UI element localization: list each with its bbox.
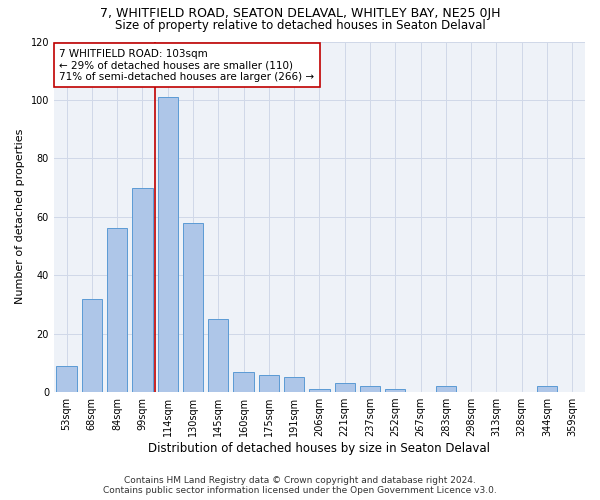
Bar [385,389,406,392]
Bar [158,97,178,392]
Bar [259,374,279,392]
Bar [133,188,152,392]
Bar [436,386,456,392]
Bar [107,228,127,392]
Bar [82,298,102,392]
Bar [233,372,254,392]
Bar [284,378,304,392]
Bar [56,366,77,392]
Text: Size of property relative to detached houses in Seaton Delaval: Size of property relative to detached ho… [115,18,485,32]
Bar [335,384,355,392]
Bar [360,386,380,392]
Text: Contains HM Land Registry data © Crown copyright and database right 2024.
Contai: Contains HM Land Registry data © Crown c… [103,476,497,495]
X-axis label: Distribution of detached houses by size in Seaton Delaval: Distribution of detached houses by size … [148,442,490,455]
Bar [310,389,329,392]
Text: 7 WHITFIELD ROAD: 103sqm
← 29% of detached houses are smaller (110)
71% of semi-: 7 WHITFIELD ROAD: 103sqm ← 29% of detach… [59,48,314,82]
Text: 7, WHITFIELD ROAD, SEATON DELAVAL, WHITLEY BAY, NE25 0JH: 7, WHITFIELD ROAD, SEATON DELAVAL, WHITL… [100,8,500,20]
Bar [537,386,557,392]
Bar [208,319,229,392]
Bar [183,222,203,392]
Y-axis label: Number of detached properties: Number of detached properties [15,129,25,304]
